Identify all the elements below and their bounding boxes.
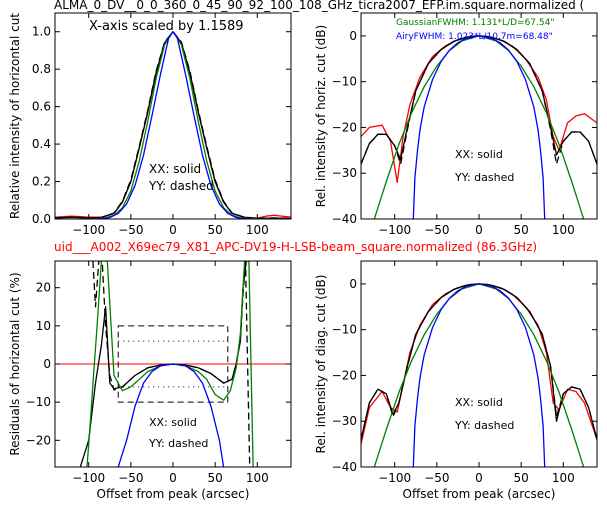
annotation-text: YY: dashed [148,179,214,193]
y-tick-label: 0 [349,277,357,291]
y-tick-label: 1.0 [32,25,51,39]
y-tick-label: 0.6 [32,100,51,114]
x-tick-label: 0 [169,471,177,485]
y-axis-label: Residuals of horizontal cut (%) [8,272,22,455]
series-line-model-dashed [55,31,291,219]
series-line-model-dashed [361,283,597,440]
y-tick-label: −10 [332,75,357,89]
series-line-model-solid [361,283,597,440]
x-tick-label: −100 [378,223,411,237]
series-line-gaussian-solid [373,283,585,467]
axes-frame [360,12,598,220]
y-tick-label: −20 [26,433,51,447]
series-line-model-solid [361,35,597,165]
annotation-text: XX: solid [455,148,503,161]
x-tick-label: 100 [552,471,575,485]
y-tick-label: −20 [332,120,357,134]
annotation-text: XX: solid [149,416,197,429]
y-tick-label: 20 [36,281,51,295]
annotation-text: YY: dashed [148,437,208,450]
y-tick-label: −30 [332,166,357,180]
figure-title: ALMA_0_DV__0_0_360_0_45_90_92_100_108_GH… [54,0,584,12]
y-tick-label: 0 [43,357,51,371]
annotation-text: XX: solid [149,162,201,176]
y-tick-label: −20 [332,368,357,382]
x-tick-label: −100 [72,223,105,237]
annotation-text: YY: dashed [454,419,514,432]
x-tick-label: 50 [514,471,529,485]
series-line-model-dashed [361,35,597,165]
x-tick-label: 0 [169,223,177,237]
y-tick-label: −10 [26,395,51,409]
legend-entry: GaussianFWHM: 1.131*L/D=67.54" [396,18,554,28]
legend-entry: AiryFWHM: 1.023*L/10.7m=68.48" [396,32,553,42]
annotation-text: XX: solid [455,396,503,409]
y-tick-label: 0.2 [32,175,51,189]
x-tick-label: 0 [475,471,483,485]
series-line-airy-solid [412,283,546,467]
x-tick-label: 0 [475,223,483,237]
y-tick-label: −30 [332,414,357,428]
x-tick-label: −50 [424,223,449,237]
x-tick-label: 100 [552,223,575,237]
plot-area-bottom-right [361,283,597,467]
annotation-text: YY: dashed [454,171,514,184]
panel-top-left: −100 −50 0 50 100 0.0 0.2 0.4 0.6 0.8 1.0 Relative … [8,12,292,237]
x-tick-label: −50 [118,223,143,237]
x-tick-label: 100 [246,471,269,485]
series-line-airy-solid [117,363,225,467]
y-tick-label: 0 [349,29,357,43]
y-tick-label: −40 [332,212,357,226]
y-tick-label: 0.0 [32,212,51,226]
series-line-airy-solid [55,31,291,219]
axes-frame [360,260,598,468]
reference-box-dashed [117,325,229,403]
plot-area-bottom-left [55,261,291,467]
x-tick-label: −50 [118,471,143,485]
x-tick-label: 100 [246,223,269,237]
plot-area-top-left [55,31,291,219]
x-tick-label: −100 [378,471,411,485]
y-tick-label: −10 [332,323,357,337]
y-tick-label: 10 [36,319,51,333]
x-tick-label: 50 [208,471,223,485]
y-tick-label: 0.8 [32,62,51,76]
x-tick-label: 50 [208,223,223,237]
y-tick-label: 0.4 [32,137,51,151]
y-axis-label: Rel. intensity of horiz. cut (dB) [314,25,328,207]
series-line-airy-solid [412,35,546,219]
x-tick-label: −100 [72,471,105,485]
series-line-gaussian-solid [373,35,585,219]
plot-area-top-right [361,35,597,219]
annotation-text: X-axis scaled by 1.1589 [89,19,244,34]
y-axis-label: Relative intensity of horizontal cut [8,13,22,219]
x-axis-label: Offset from peak (arcsec) [403,487,556,501]
x-tick-label: −50 [424,471,449,485]
x-tick-label: 50 [514,223,529,237]
x-axis-label: Offset from peak (arcsec) [97,487,250,501]
panel-subtitle: uid___A002_X69ec79_X81_APC-DV19-H-LSB-be… [54,240,537,254]
y-tick-label: −40 [332,460,357,474]
y-axis-label: Rel. intensity of diag. cut (dB) [314,275,328,454]
